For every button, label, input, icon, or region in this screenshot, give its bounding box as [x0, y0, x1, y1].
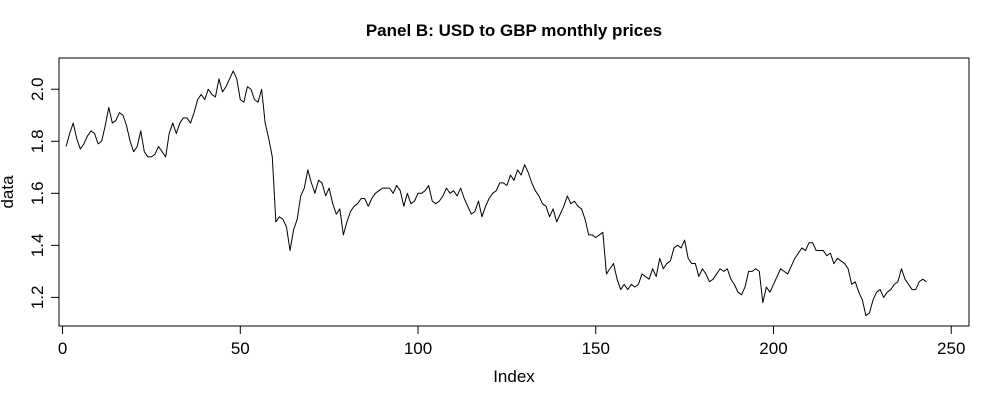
x-tick-label: 250: [937, 339, 965, 358]
y-tick-label: 1.4: [28, 234, 47, 258]
x-tick-label: 0: [58, 339, 67, 358]
y-axis: 1.2 1.4 1.6 1.8 2.0: [28, 77, 60, 310]
series-layer: [65, 70, 927, 317]
x-axis: 0 50 100 150 200 250: [58, 325, 965, 358]
x-tick-label: 100: [404, 339, 432, 358]
plot-frame: [58, 57, 970, 327]
y-axis-label: data: [0, 175, 17, 209]
y-tick-label: 1.6: [28, 181, 47, 205]
y-tick-label: 1.2: [28, 286, 47, 310]
x-axis-label: Index: [493, 367, 535, 386]
x-tick-label: 50: [231, 339, 250, 358]
series-line-1: [65, 70, 927, 317]
y-tick-label: 2.0: [28, 77, 47, 101]
x-tick-label: 150: [582, 339, 610, 358]
x-tick-label: 200: [759, 339, 787, 358]
y-tick-label: 1.8: [28, 129, 47, 153]
chart-title: Panel B: USD to GBP monthly prices: [366, 21, 662, 40]
